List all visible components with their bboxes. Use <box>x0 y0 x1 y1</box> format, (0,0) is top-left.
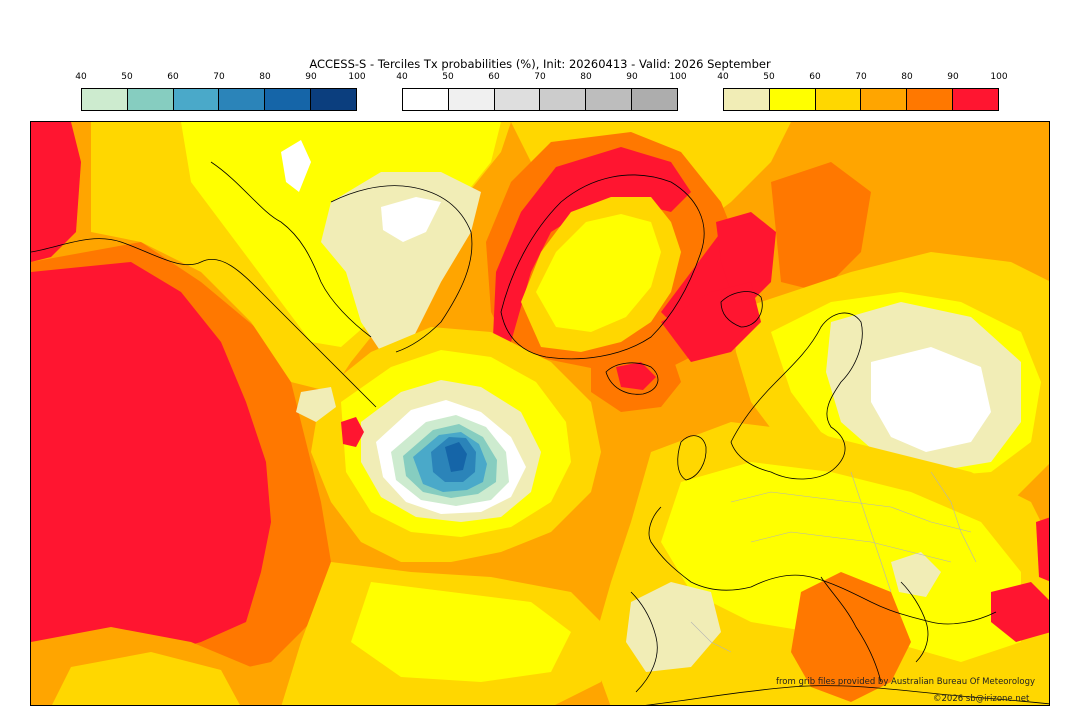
coast-europe-south <box>648 506 997 625</box>
legend-tick-label: 70 <box>855 72 867 82</box>
legend-tick-label: 90 <box>626 72 638 82</box>
field-greenland-core-50 <box>536 214 661 332</box>
legend-color-swatch <box>724 89 770 110</box>
field-atlantic-small-red <box>341 417 364 447</box>
legend-tick-label: 60 <box>488 72 500 82</box>
legend-tick-label: 80 <box>901 72 913 82</box>
border-russia-ukraine <box>930 471 977 563</box>
field-greenland-ring-90 <box>493 147 691 342</box>
field-europe-50 <box>661 462 1021 662</box>
legend-color-swatch <box>448 89 495 110</box>
legend-color-swatch <box>586 89 633 110</box>
legend-color-swatch <box>265 89 312 110</box>
legend-color-swatch <box>815 89 862 110</box>
legend-tick-label: 100 <box>669 72 687 82</box>
legend-tick-label: 50 <box>442 72 454 82</box>
field-russia-white <box>871 347 991 452</box>
legend-color-swatch <box>907 89 954 110</box>
legend-color-swatch <box>632 89 677 110</box>
legend-color-bar <box>81 88 357 111</box>
legend-ticks: 40 50 60 70 80 90 100 <box>396 72 686 88</box>
legend-tick-label: 100 <box>348 72 366 82</box>
coast-svalbard <box>720 291 763 328</box>
legend-tick-label: 80 <box>259 72 271 82</box>
legend-tick-label: 40 <box>717 72 729 82</box>
legend-color-swatch <box>540 89 587 110</box>
field-baffin-40 <box>321 172 481 352</box>
coast-north-america <box>31 238 377 408</box>
border-central-europe <box>730 491 972 533</box>
field-iceland-90 <box>616 362 656 390</box>
legend-ticks: 40 50 60 70 80 90 100 <box>75 72 365 88</box>
field-turkey-90 <box>991 582 1049 642</box>
legend-above-normal: 40 50 60 70 80 90 100 <box>717 72 1008 114</box>
legend-tick-label: 50 <box>763 72 775 82</box>
legend-color-swatch <box>953 89 998 110</box>
chart-title: ACCESS-S - Terciles Tx probabilities (%)… <box>309 57 771 71</box>
legend-color-swatch <box>173 89 220 110</box>
field-greece-40 <box>891 552 941 597</box>
field-east-edge-90 <box>1036 517 1049 582</box>
field-hudson-white <box>281 140 311 192</box>
copyright-credit: ©2026 sb@irizone.net <box>933 694 1030 704</box>
legend-tick-label: 40 <box>75 72 87 82</box>
field-baffin-white <box>381 197 441 242</box>
legend-color-swatch <box>82 89 128 110</box>
coast-hudson-bay <box>210 161 372 338</box>
coast-iberia <box>630 591 658 693</box>
border-eastern-europe <box>850 471 892 593</box>
coast-greece <box>900 581 929 663</box>
field-west-atlantic-90 <box>31 262 271 692</box>
legend-near-normal: 40 50 60 70 80 90 100 <box>396 72 687 114</box>
legend-color-swatch <box>861 89 908 110</box>
legend-tick-label: 90 <box>947 72 959 82</box>
legend-color-swatch <box>219 89 266 110</box>
field-atlantic-west-patch <box>296 387 336 422</box>
legend-tick-label: 70 <box>213 72 225 82</box>
coast-iceland <box>605 362 659 395</box>
legend-color-swatch <box>403 89 449 110</box>
legend-tick-label: 100 <box>990 72 1008 82</box>
legend-color-swatch <box>311 89 356 110</box>
field-norwegian-sea-90 <box>661 282 761 362</box>
field-svalbard-90 <box>716 212 776 302</box>
field-barents-80 <box>771 162 871 292</box>
legend-color-swatch <box>494 89 541 110</box>
probability-map <box>30 121 1050 706</box>
political-borders <box>690 471 977 653</box>
legend-tick-label: 60 <box>167 72 179 82</box>
coast-north-africa <box>645 685 1049 705</box>
legend-color-swatch <box>127 89 174 110</box>
field-atlantic-b80 <box>445 442 467 472</box>
coastlines <box>31 161 1049 705</box>
legend-color-swatch <box>769 89 816 110</box>
legend-color-bar <box>723 88 999 111</box>
legend-below-normal: 40 50 60 70 80 90 100 <box>75 72 366 114</box>
field-south-atlantic-50 <box>351 582 571 682</box>
border-iberia <box>690 621 732 653</box>
map-canvas <box>31 122 1049 705</box>
field-italy-80 <box>791 572 911 702</box>
legend-tick-label: 80 <box>580 72 592 82</box>
legend-tick-label: 40 <box>396 72 408 82</box>
source-credit: from grib files provided by Australian B… <box>776 677 1036 687</box>
coast-british-isles <box>677 435 707 481</box>
legend-tick-label: 90 <box>305 72 317 82</box>
legend-tick-label: 50 <box>121 72 133 82</box>
coast-baffin <box>330 185 473 353</box>
legend-tick-label: 60 <box>809 72 821 82</box>
field-nw-corner-90 <box>31 122 81 262</box>
coast-scandinavia <box>730 312 863 480</box>
legend-tick-label: 70 <box>534 72 546 82</box>
coast-greenland <box>500 174 705 360</box>
field-spain-40 <box>626 582 721 672</box>
border-south-europe <box>750 531 952 563</box>
legend-color-bar <box>402 88 678 111</box>
field-bottom-left-60 <box>52 652 240 705</box>
legend-ticks: 40 50 60 70 80 90 100 <box>717 72 1007 88</box>
coast-italy <box>820 576 882 683</box>
